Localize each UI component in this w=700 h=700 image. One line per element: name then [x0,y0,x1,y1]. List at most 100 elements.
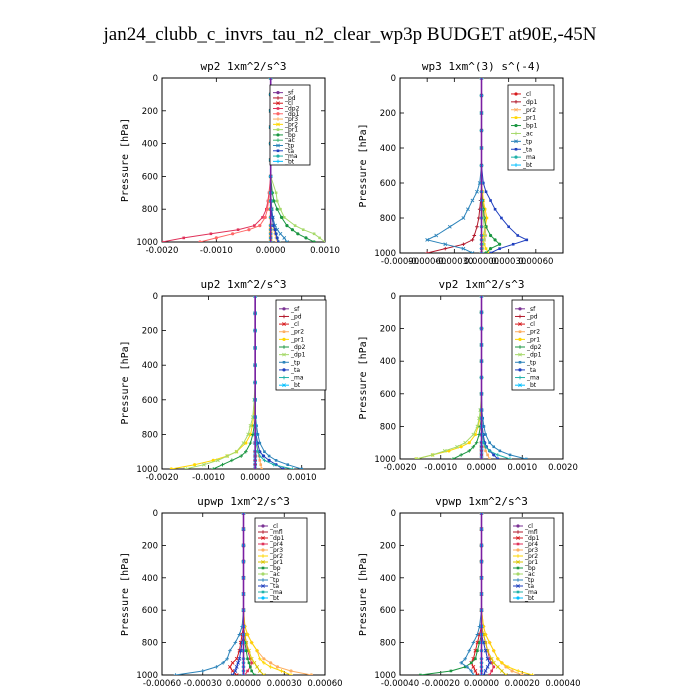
legend-label: _bt [522,162,533,169]
y-tick-label: 1000 [136,238,158,248]
series-point [471,444,476,449]
legend-marker [282,375,286,380]
y-tick-label: 1000 [136,671,158,681]
legend: _cl_dp1_pr2_pr1_bp1_ac_tp_ta_ma_bt [507,84,555,171]
y-tick-label: 400 [142,361,158,371]
series-point [252,660,257,665]
series-point [182,236,186,240]
legend-marker [261,560,265,564]
legend-label: _mfl [269,529,283,536]
series-point [489,656,494,661]
legend-marker [282,337,286,341]
series-point [286,463,290,466]
legend-marker [516,596,520,600]
series-point [275,665,280,669]
legend-label: _pr1 [290,336,304,343]
x-tick-label: -0.00030 [435,257,473,267]
series-point [256,433,260,436]
legend-label: _sf [526,306,536,313]
series-point [488,441,491,444]
x-tick-label: -0.0010 [424,463,457,473]
series-point [516,234,520,237]
y-tick-label: 0 [153,74,158,84]
x-tick-label: -0.0020 [146,246,179,256]
legend-marker [282,322,286,327]
x-tick-label: 0.00030 [267,679,302,689]
legend-label: _pr2 [269,553,283,560]
legend-label: _dp1 [526,352,542,359]
series-point [209,232,213,236]
y-tick-label: 600 [380,606,396,616]
legend-marker [514,123,518,128]
series-point [258,657,262,661]
legend-marker [516,530,520,534]
series-point [250,669,253,673]
series-point [272,224,275,227]
series-point [262,657,266,661]
x-tick-label: 0.0010 [507,463,537,473]
legend-marker [518,383,522,388]
series-point [472,233,477,238]
series-point [236,228,240,231]
series-point [488,657,491,661]
legend-label: _ma [290,375,304,382]
legend-marker [516,554,520,558]
series-point [275,207,279,211]
series-point [231,232,235,236]
legend-label: _pr1 [284,127,298,134]
series-point [471,640,476,645]
y-tick-label: 200 [142,327,158,337]
x-tick-label: -0.0010 [200,246,233,256]
series-point [246,669,249,673]
y-tick-label: 0 [391,74,396,84]
legend-label: _tp [524,577,534,584]
series-point [473,669,478,673]
legend-label: _ta [524,583,534,590]
legend-label: _cl [269,523,278,530]
series-point [485,656,490,661]
legend-label: _tp [526,359,536,366]
legend-label: _tp [284,143,294,150]
series-point [465,665,470,669]
legend-label: _ma [524,589,538,596]
legend-marker [516,578,520,582]
series-point [504,673,508,675]
legend-label: _cl [290,321,299,328]
series-point [246,649,249,652]
series-point [500,216,503,220]
series-point [471,664,476,669]
x-tick-label: 0.0020 [548,463,578,473]
chart-panel-5: upwp 1xm^2/s^3 0 200 400 600 800 1000-0.00060-… [120,495,343,689]
series-point [293,224,297,227]
y-tick-label: 400 [142,574,158,584]
series-point [491,648,496,653]
legend-label: _dp2 [284,106,300,113]
legend-marker [514,163,518,167]
series-point [275,236,279,240]
legend-label: _ac [522,130,533,137]
legend-label: _pd [284,95,296,102]
series-point [490,669,493,673]
legend-label: _tp [290,359,300,366]
series-point [248,657,252,661]
legend-marker [518,322,522,327]
x-tick-label: 0.00040 [545,679,580,689]
x-tick-label: -0.00090 [381,257,419,267]
series-point [253,224,256,227]
series-point [276,240,280,242]
legend-label: _pd [290,313,302,320]
legend-label: _pr2 [290,329,304,336]
series-point [275,199,279,203]
x-tick-label: -0.00030 [184,679,222,689]
series-point [467,441,471,445]
series-point [227,664,232,669]
series-point [233,640,238,645]
series-point [282,235,287,240]
series-point [478,641,481,644]
series-point [475,673,480,675]
legend-label: _sf [290,306,300,313]
legend-marker [276,122,280,127]
series-point [455,444,459,449]
legend-marker [282,352,286,357]
